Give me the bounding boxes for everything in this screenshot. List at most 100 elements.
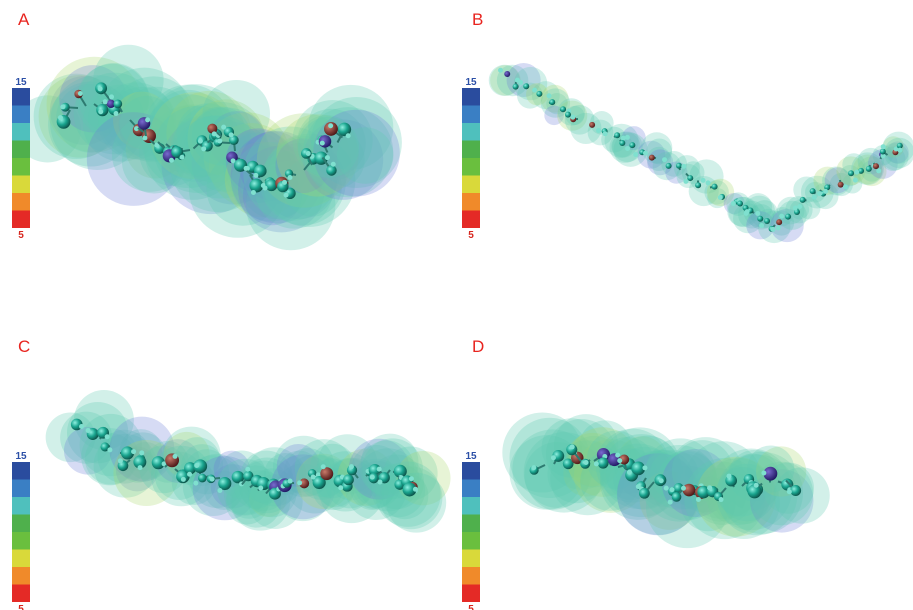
- surface-lobe: [728, 196, 759, 228]
- atom: [312, 475, 326, 490]
- surface-lobe: [573, 439, 648, 513]
- atom: [793, 209, 800, 216]
- atom: [265, 179, 278, 192]
- hydrogen: [137, 465, 143, 471]
- surface-lobe: [509, 435, 585, 510]
- hydrogen: [180, 476, 186, 482]
- color-scale-segment: [462, 88, 480, 106]
- surface-lobe: [87, 89, 145, 147]
- atom: [848, 170, 855, 177]
- hydrogen: [324, 155, 330, 161]
- surface-lobe: [744, 193, 773, 222]
- hydrogen: [718, 497, 724, 503]
- hydrogen: [633, 152, 639, 158]
- hydrogen: [154, 142, 160, 148]
- color-scale-segment: [462, 567, 480, 585]
- hydrogen: [287, 174, 293, 180]
- atom: [343, 474, 354, 486]
- molecule: [502, 412, 830, 549]
- atom: [648, 154, 655, 161]
- color-scale-segment: [12, 105, 30, 123]
- scale-max-label: 15: [465, 451, 477, 462]
- surface-lobe: [336, 127, 394, 184]
- surface-lobe: [557, 98, 586, 126]
- atom: [151, 456, 165, 470]
- surface-lobe: [813, 166, 842, 195]
- surface-lobe: [773, 467, 830, 524]
- atom: [675, 162, 682, 169]
- surface-lobe: [187, 99, 265, 177]
- color-scale-segment: [12, 584, 30, 602]
- hydrogen: [217, 487, 223, 493]
- surface-lobe: [750, 469, 814, 533]
- scale-max-label: 15: [465, 77, 477, 88]
- surface-lobe: [13, 95, 82, 163]
- hydrogen: [625, 145, 631, 151]
- hydrogen: [369, 474, 375, 480]
- panel-label: D: [472, 337, 484, 356]
- label-layer: A 15 5 B 15 5 C 15 5 D 15 5: [12, 10, 484, 610]
- atom: [512, 83, 519, 90]
- hydrogen: [217, 138, 223, 144]
- hydrogen: [287, 478, 293, 484]
- atom: [858, 167, 865, 174]
- hydrogen: [642, 465, 648, 471]
- surface-lobe: [172, 101, 269, 199]
- surface-lobe: [589, 111, 614, 135]
- color-scale-segment: [12, 479, 30, 497]
- atom: [231, 470, 245, 484]
- color-scale-segment: [462, 532, 480, 550]
- atom: [597, 457, 609, 469]
- hydrogen: [667, 499, 673, 505]
- atom: [113, 99, 123, 109]
- atom: [193, 459, 208, 474]
- atom: [747, 484, 762, 499]
- surface-lobe: [600, 434, 684, 518]
- hydrogen: [852, 177, 858, 183]
- hydrogen: [262, 185, 268, 191]
- hydrogen: [104, 434, 110, 440]
- hydrogen: [193, 480, 199, 486]
- color-scale-segment: [12, 549, 30, 567]
- hydrogen: [107, 447, 113, 453]
- color-scale-segment: [462, 105, 480, 123]
- color-scale-segment: [462, 210, 480, 228]
- color-scale-segment: [12, 175, 30, 193]
- atom: [324, 121, 338, 136]
- atom: [549, 99, 556, 106]
- atom: [671, 492, 682, 502]
- color-scale-segment: [462, 175, 480, 193]
- hydrogen: [532, 87, 538, 93]
- color-scale-segment: [462, 158, 480, 176]
- atom: [320, 467, 334, 481]
- color-scale-segment: [462, 123, 480, 141]
- surface-lobe: [882, 136, 905, 158]
- hydrogen: [624, 134, 630, 140]
- hydrogen: [761, 470, 767, 476]
- hydrogen: [376, 466, 382, 472]
- hydrogen: [683, 178, 689, 184]
- atom: [736, 200, 743, 207]
- atom: [536, 90, 543, 97]
- surface-lobe: [770, 208, 804, 243]
- color-scale-segment: [12, 514, 30, 532]
- panel-label: A: [18, 10, 30, 29]
- surface-lobe: [733, 203, 763, 234]
- atom: [764, 217, 771, 224]
- hydrogen: [60, 104, 66, 110]
- hydrogen: [201, 146, 207, 152]
- scale-min-label: 5: [18, 604, 24, 610]
- hydrogen: [330, 161, 336, 167]
- atom: [809, 188, 816, 195]
- color-scale-segment: [12, 210, 30, 228]
- surface-lobe: [216, 458, 274, 516]
- color-scale-segment: [462, 549, 480, 567]
- atom: [299, 478, 310, 489]
- hydrogen: [717, 195, 723, 201]
- surface-lobe: [609, 131, 641, 163]
- hydrogen: [602, 131, 608, 137]
- hydrogen: [842, 184, 848, 190]
- hydrogen: [546, 93, 552, 99]
- color-scale-segment: [462, 479, 480, 497]
- atom: [560, 106, 567, 113]
